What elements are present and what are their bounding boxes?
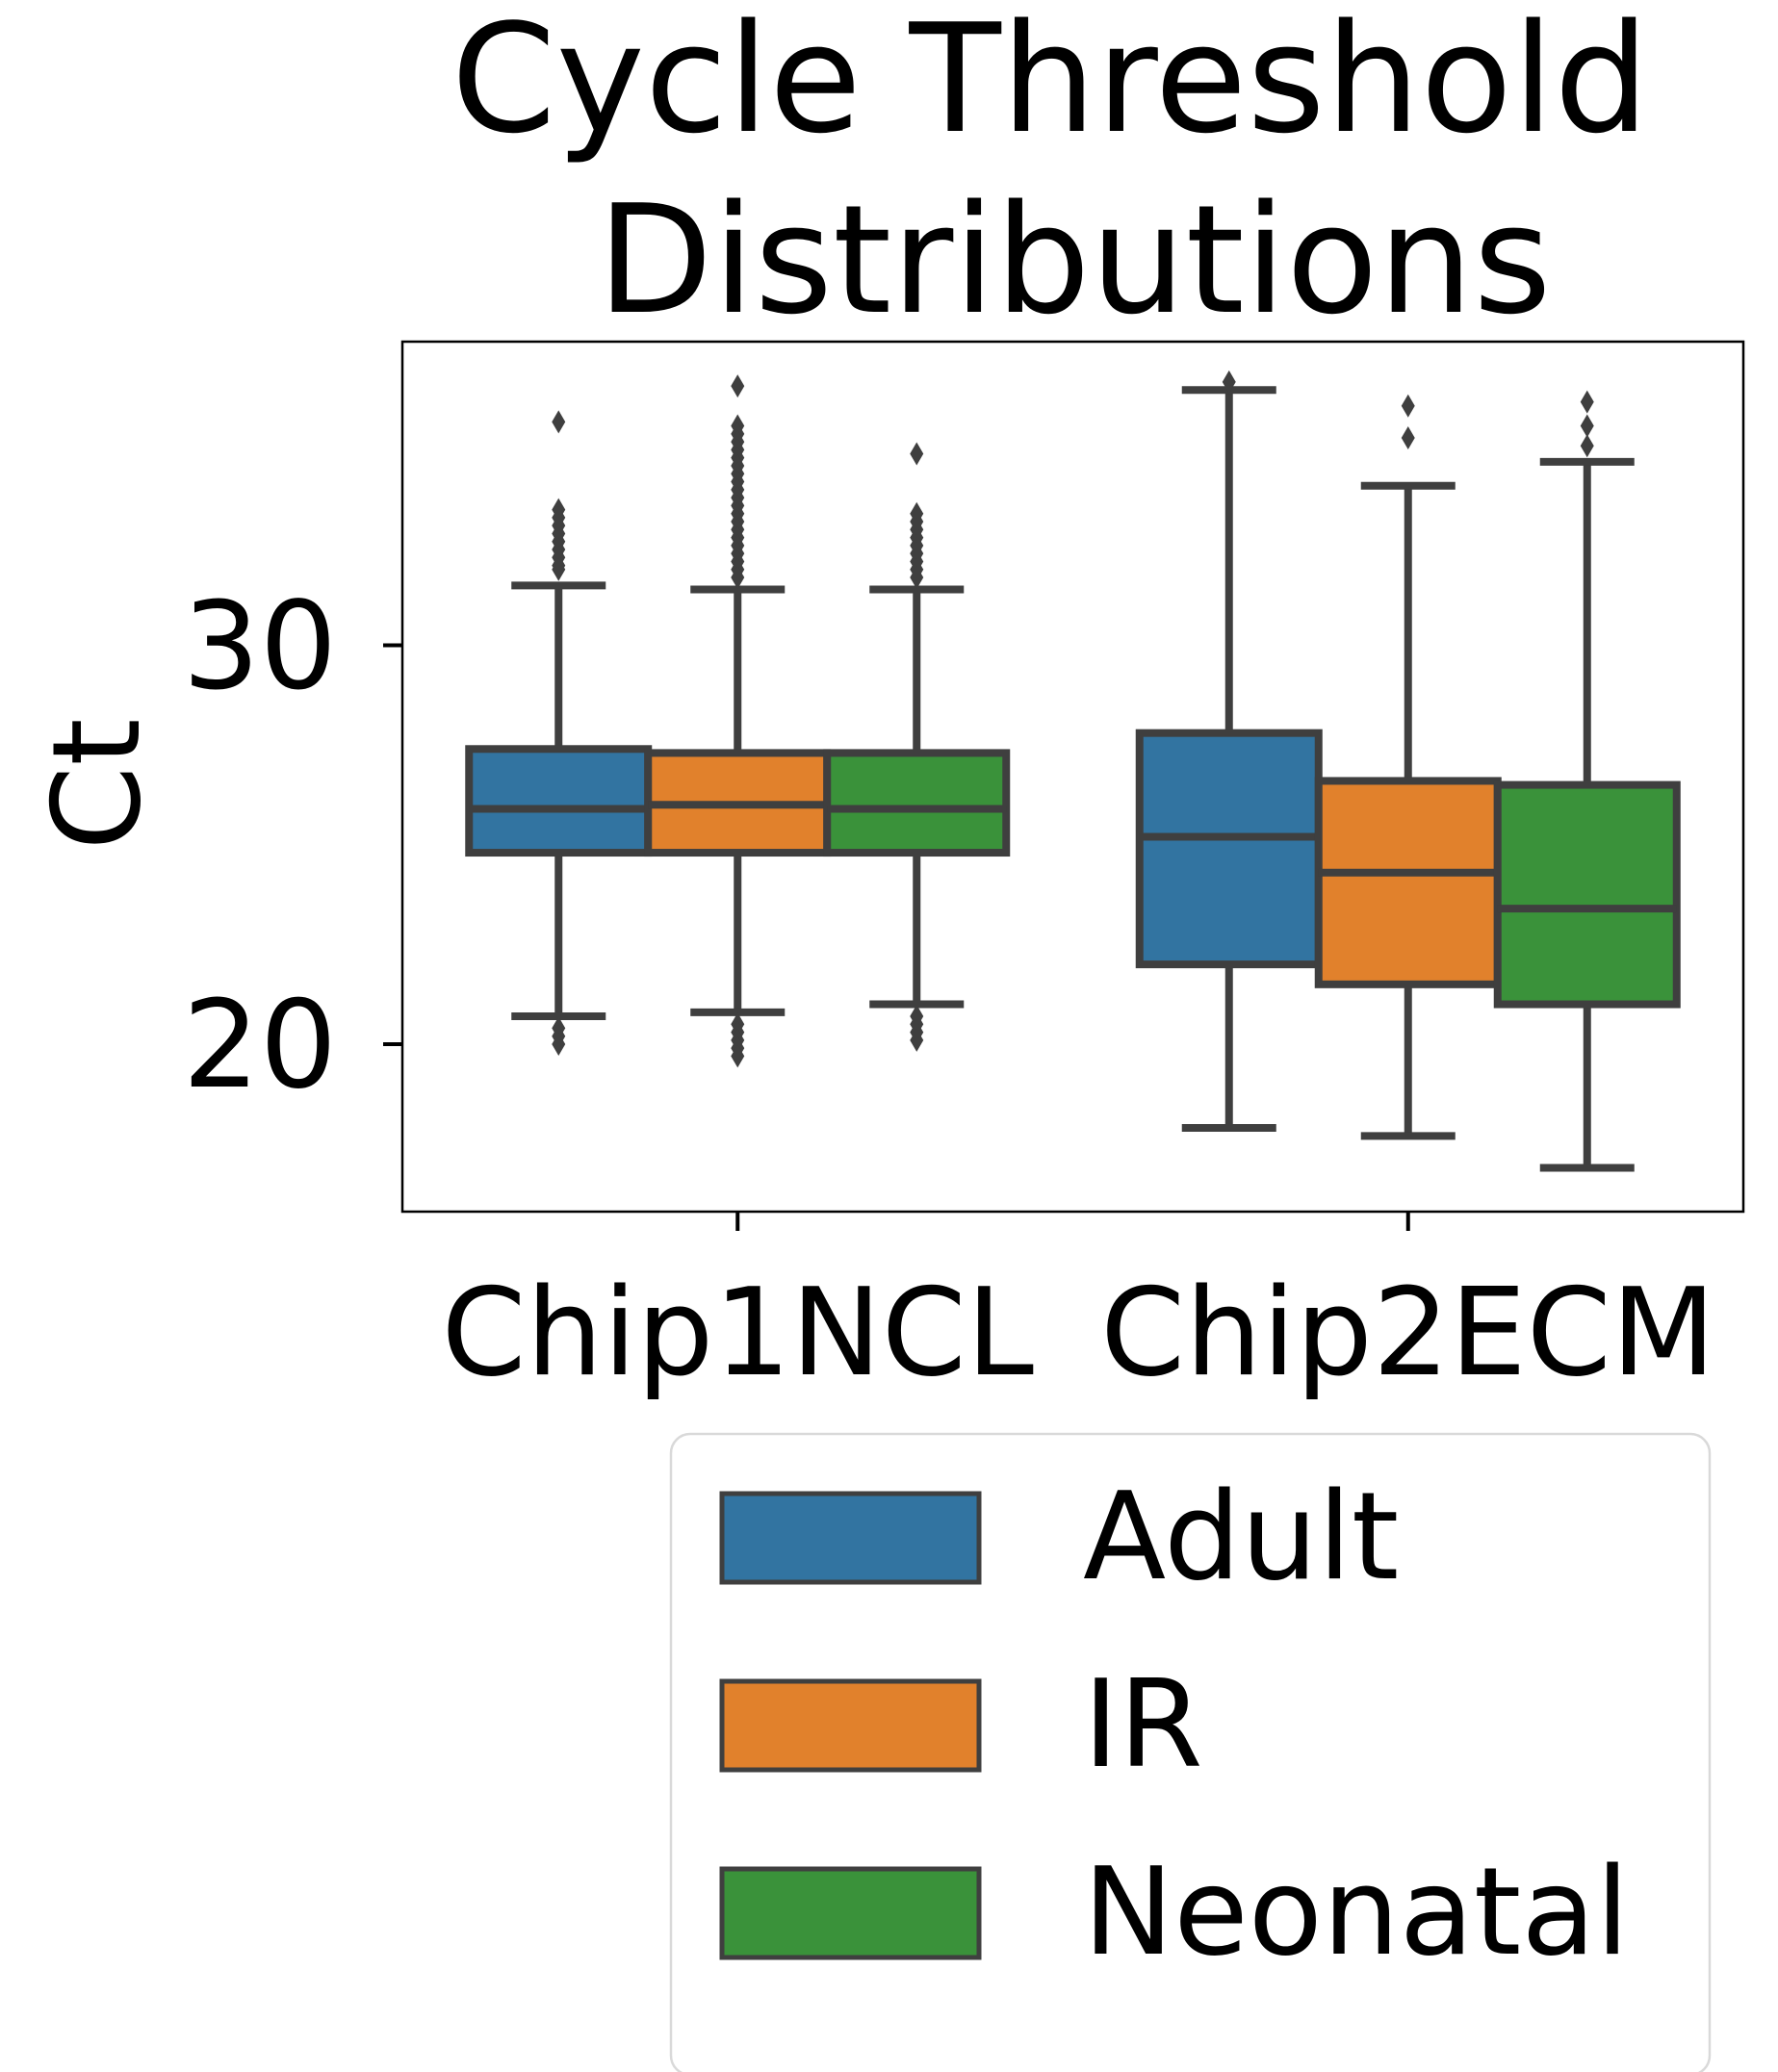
- x-tick-label: Chip2ECM: [1100, 1262, 1715, 1403]
- legend-swatch-adult: [719, 1491, 982, 1585]
- box-neonatal-chip2ecm: [1493, 390, 1681, 1172]
- x-tick-label: Chip1NCL: [442, 1262, 1034, 1403]
- outlier-point: [552, 410, 566, 434]
- legend-label-adult: Adult: [1083, 1466, 1399, 1607]
- box-body: [465, 745, 653, 857]
- box-ir-chip1ncl: [644, 374, 832, 1068]
- outlier-point: [1222, 370, 1236, 394]
- chart-title-line-1: Cycle Threshold: [451, 0, 1650, 166]
- box-adult-chip1ncl: [465, 410, 653, 1056]
- box-adult-chip2ecm: [1135, 370, 1323, 1133]
- outlier-point: [552, 1033, 566, 1056]
- outlier-point: [1580, 434, 1594, 458]
- y-tick-label: 20: [183, 974, 337, 1115]
- outlier-point: [731, 566, 745, 590]
- box-body: [823, 749, 1011, 857]
- outlier-point: [910, 566, 924, 590]
- legend-swatch-neonatal: [719, 1866, 982, 1960]
- outlier-point: [910, 1028, 924, 1052]
- chart-title-line-2: Distributions: [597, 172, 1551, 347]
- box-ir-chip2ecm: [1314, 394, 1502, 1140]
- outlier-point: [731, 1044, 745, 1068]
- plot-frame: [400, 340, 1745, 1214]
- outlier-point: [552, 557, 566, 581]
- outlier-point: [1401, 394, 1415, 418]
- outlier-point: [1580, 390, 1594, 414]
- legend-label-ir: IR: [1083, 1653, 1203, 1795]
- legend-swatch-ir: [719, 1678, 982, 1773]
- outlier-point: [1401, 425, 1415, 449]
- box-neonatal-chip1ncl: [823, 442, 1011, 1052]
- legend: Adult IR Neonatal: [669, 1432, 1712, 2072]
- box-body: [1314, 777, 1502, 988]
- box-body: [1493, 780, 1681, 1009]
- box-body: [1135, 729, 1323, 969]
- outlier-point: [1580, 414, 1594, 438]
- x-axis: Chip1NCL Chip2ECM: [442, 1212, 1715, 1403]
- outlier-point: [731, 374, 745, 398]
- y-axis-label: Ct: [26, 718, 167, 850]
- legend-label-neonatal: Neonatal: [1083, 1841, 1630, 1982]
- outlier-point: [910, 442, 924, 466]
- box-series-group: [465, 370, 1681, 1172]
- y-tick-label: 30: [183, 576, 337, 717]
